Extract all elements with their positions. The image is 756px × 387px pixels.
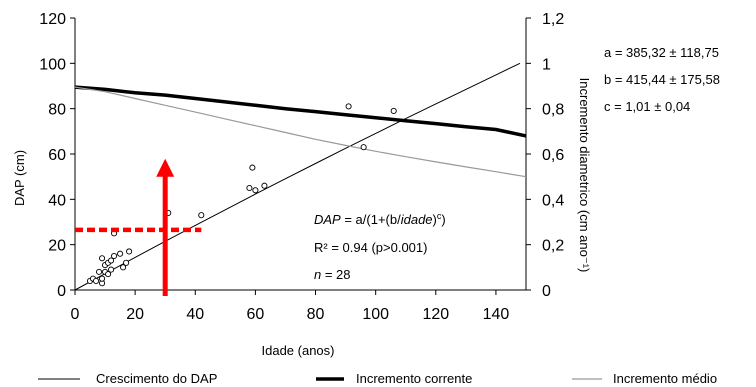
x-tick-label: 140 [483,306,510,323]
scatter-point [92,277,100,284]
eq-part-c: ) [441,212,445,227]
equation-r2: R² = 0.94 (p>0.001) [314,240,427,255]
series-line-2 [74,86,527,178]
legend-label-1: Incremento corrente [356,371,472,386]
scatter-point [99,255,106,262]
y2-tick-label: 0,6 [542,147,564,164]
scatter-point [105,271,112,278]
y-tick-label: 40 [48,192,66,209]
series-line-1 [74,85,527,138]
scatter-point [261,182,268,189]
y-tick-label: 0 [57,283,66,300]
scatter-point [249,164,256,171]
y-tick-label: 120 [39,11,66,28]
scatter-point [108,257,115,264]
y2-tick-label: 1 [542,56,551,73]
scatter-point [252,187,259,194]
param-b: b = 415,44 ± 175,58 [604,72,720,87]
scatter-point [99,275,106,282]
scatter-point [111,252,118,260]
scatter-point [390,107,397,114]
x-tick-label: 40 [186,306,204,323]
y2-tick-label: 0,8 [542,102,564,119]
param-a: a = 385,32 ± 118,75 [604,45,719,60]
scatter-point [120,264,127,271]
x-axis-label: Idade (anos) [262,343,335,358]
red-arrow-head [156,158,175,177]
y2-tick-label: 1,2 [542,11,564,28]
scatter-point [198,212,205,219]
y-tick-label: 20 [48,238,66,255]
y2-tick-label: 0,2 [542,238,564,255]
y2-tick-label: 0 [542,283,551,300]
scatter-point [108,266,115,273]
y2-tick-label: 0,4 [542,192,564,209]
scatter-point [123,259,130,266]
legend-label-2: Incremento médio [613,371,717,386]
eq-part-b: ) [433,212,437,227]
x-tick-label: 20 [126,306,144,323]
y-tick-label: 60 [48,147,66,164]
x-tick-label: 80 [307,306,325,323]
legend-label-0: Crescimento do DAP [96,371,217,386]
axes: 0 20 40 60 80 100 120 0 0,2 0,4 0,6 0,8 1 1,2 0 20 40 60 8… [39,11,564,323]
legend: Crescimento do DAP Incremento corrente Inc… [38,371,717,386]
eq-idade: idade [401,212,433,227]
eq-dap: DAP [314,212,341,227]
eq-n: n [314,267,321,282]
scatter-point [345,103,352,110]
marks [74,62,527,296]
equation-formula: DAP = a/(1+(b/idade)c) [314,211,446,227]
y-tick-label: 100 [39,56,66,73]
y2-axis-label: Incremento diametrico (cm ano⁻¹) [577,78,592,273]
eq-exponent: c [437,211,442,221]
scatter-point [96,268,103,275]
scatter-point [360,144,367,151]
eq-n-value: = 28 [321,267,350,282]
eq-part-a: = a/(1+(b/ [341,212,401,227]
param-c: c = 1,01 ± 0,04 [604,99,690,114]
x-tick-label: 100 [362,306,389,323]
scatter-point [126,248,133,255]
scatter-point [246,184,253,192]
series-line-0 [74,62,521,291]
x-tick-label: 0 [71,306,80,323]
y-tick-label: 80 [48,102,66,119]
scatter-point [117,250,124,257]
x-tick-label: 60 [247,306,265,323]
x-tick-label: 120 [422,306,449,323]
equation-n: n = 28 [314,267,351,282]
y-axis-label: DAP (cm) [12,150,27,206]
